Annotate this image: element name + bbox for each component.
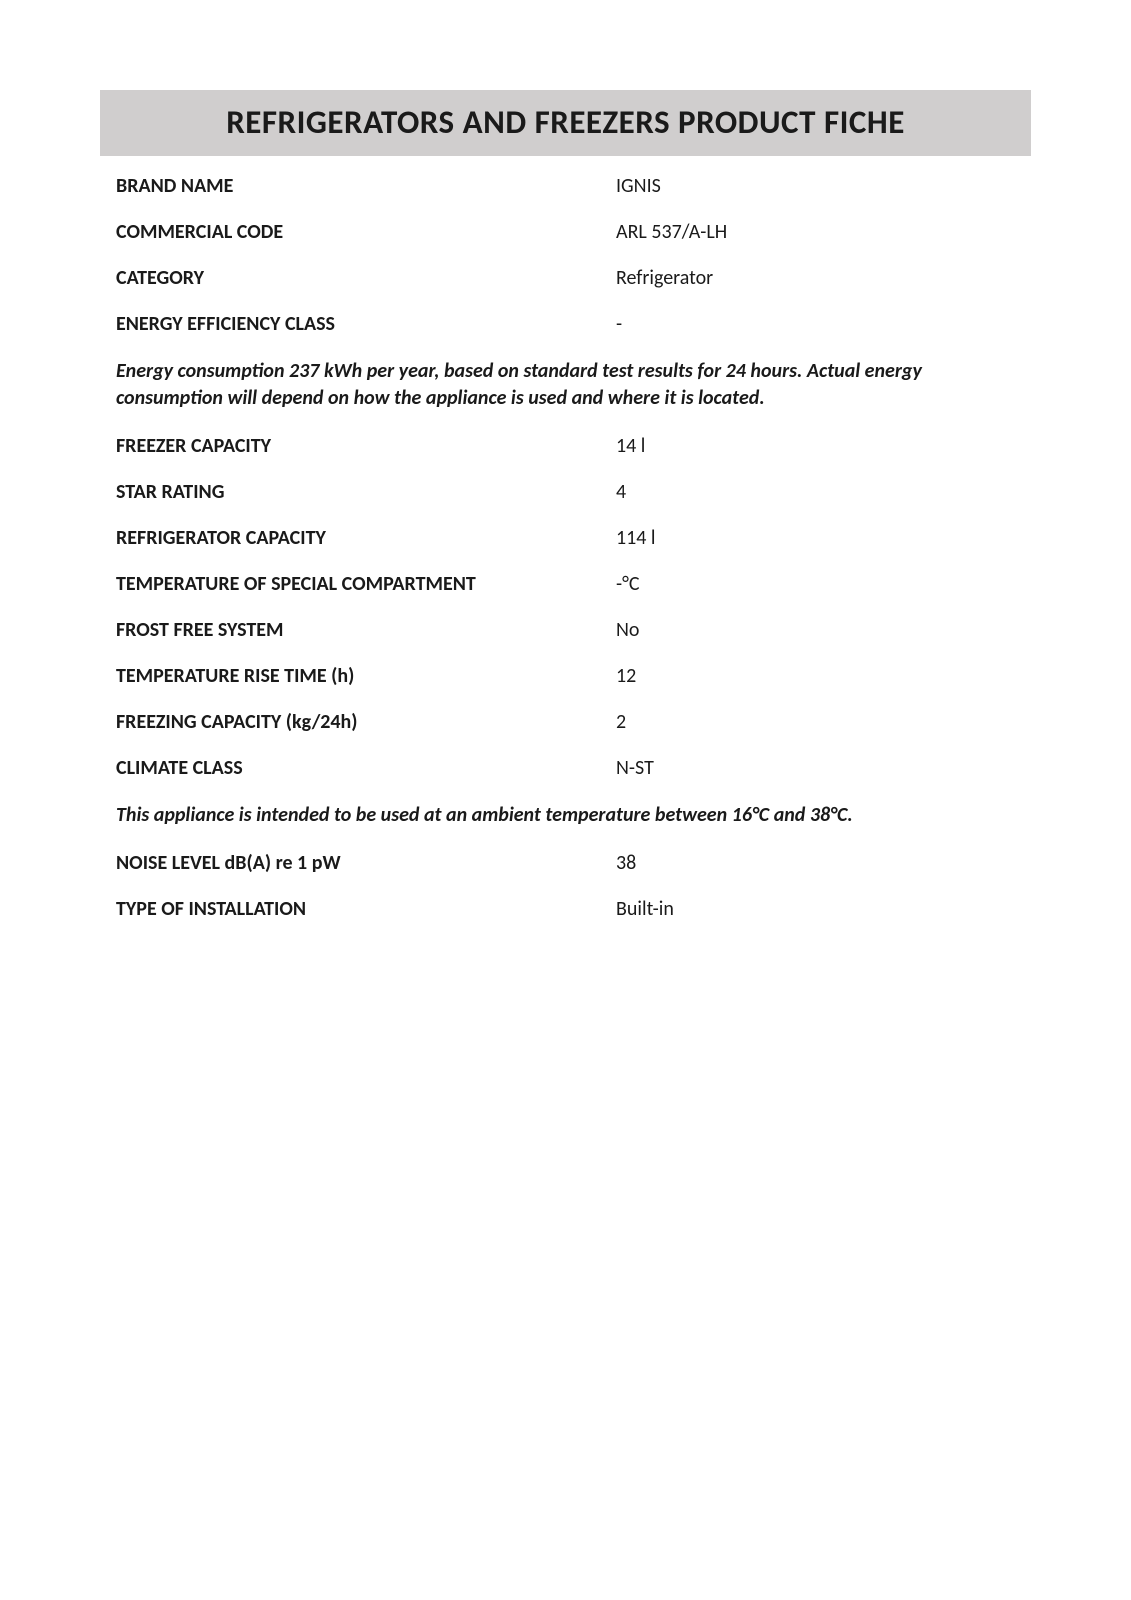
spec-row: CATEGORY Refrigerator <box>116 266 1015 290</box>
spec-row: TYPE OF INSTALLATION Built-in <box>116 897 1015 921</box>
spec-group-top: BRAND NAME IGNIS COMMERCIAL CODE ARL 537… <box>100 174 1031 336</box>
spec-row: TEMPERATURE RISE TIME (h) 12 <box>116 664 1015 688</box>
spec-label: REFRIGERATOR CAPACITY <box>116 526 616 550</box>
spec-label: CATEGORY <box>116 266 616 290</box>
spec-value: 14 l <box>616 434 1015 458</box>
spec-row: FREEZER CAPACITY 14 l <box>116 434 1015 458</box>
spec-row: COMMERCIAL CODE ARL 537/A-LH <box>116 220 1015 244</box>
spec-value: 38 <box>616 851 1015 875</box>
spec-label: COMMERCIAL CODE <box>116 220 616 244</box>
spec-label: TEMPERATURE OF SPECIAL COMPARTMENT <box>116 572 616 596</box>
spec-row: REFRIGERATOR CAPACITY 114 l <box>116 526 1015 550</box>
spec-label: BRAND NAME <box>116 174 616 198</box>
spec-row: FROST FREE SYSTEM No <box>116 618 1015 642</box>
spec-row: FREEZING CAPACITY (kg/24h) 2 <box>116 710 1015 734</box>
spec-label: FROST FREE SYSTEM <box>116 618 616 642</box>
spec-row: BRAND NAME IGNIS <box>116 174 1015 198</box>
spec-value: 4 <box>616 480 1015 504</box>
spec-label: FREEZING CAPACITY (kg/24h) <box>116 710 616 734</box>
spec-row: TEMPERATURE OF SPECIAL COMPARTMENT -°C <box>116 572 1015 596</box>
spec-value: -°C <box>616 572 1015 596</box>
page: REFRIGERATORS AND FREEZERS PRODUCT FICHE… <box>0 0 1131 1600</box>
spec-value: Refrigerator <box>616 266 1015 290</box>
spec-group-bottom: NOISE LEVEL dB(A) re 1 pW 38 TYPE OF INS… <box>100 851 1031 921</box>
spec-label: TYPE OF INSTALLATION <box>116 897 616 921</box>
energy-consumption-note: Energy consumption 237 kWh per year, bas… <box>116 358 1015 412</box>
spec-label: STAR RATING <box>116 480 616 504</box>
spec-value: IGNIS <box>616 174 1015 198</box>
spec-label: NOISE LEVEL dB(A) re 1 pW <box>116 851 616 875</box>
spec-label: ENERGY EFFICIENCY CLASS <box>116 312 616 336</box>
spec-row: NOISE LEVEL dB(A) re 1 pW 38 <box>116 851 1015 875</box>
spec-value: Built-in <box>616 897 1015 921</box>
spec-value: 2 <box>616 710 1015 734</box>
spec-value: No <box>616 618 1015 642</box>
spec-label: TEMPERATURE RISE TIME (h) <box>116 664 616 688</box>
title-bar: REFRIGERATORS AND FREEZERS PRODUCT FICHE <box>100 90 1031 156</box>
spec-group-mid: FREEZER CAPACITY 14 l STAR RATING 4 REFR… <box>100 434 1031 780</box>
page-title: REFRIGERATORS AND FREEZERS PRODUCT FICHE <box>100 102 1031 142</box>
spec-value: N-ST <box>616 756 1015 780</box>
spec-value: - <box>616 312 1015 336</box>
spec-row: STAR RATING 4 <box>116 480 1015 504</box>
spec-value: 12 <box>616 664 1015 688</box>
spec-value: ARL 537/A-LH <box>616 220 1015 244</box>
spec-row: ENERGY EFFICIENCY CLASS - <box>116 312 1015 336</box>
spec-row: CLIMATE CLASS N-ST <box>116 756 1015 780</box>
spec-label: FREEZER CAPACITY <box>116 434 616 458</box>
spec-label: CLIMATE CLASS <box>116 756 616 780</box>
spec-value: 114 l <box>616 526 1015 550</box>
ambient-temperature-note: This appliance is intended to be used at… <box>116 802 1015 829</box>
